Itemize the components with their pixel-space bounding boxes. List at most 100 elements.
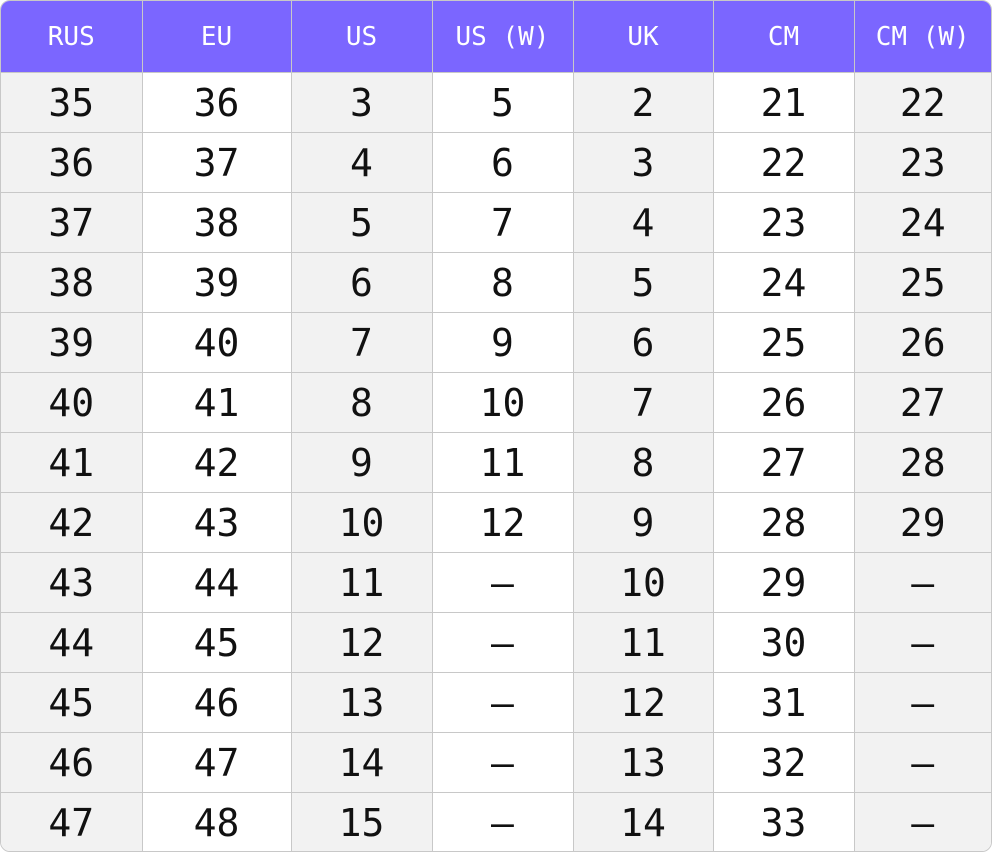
table-cell: 4 xyxy=(291,132,433,193)
table-cell: 26 xyxy=(854,312,991,373)
table-cell: 47 xyxy=(1,792,143,851)
table-cell: 24 xyxy=(854,192,991,253)
table-cell: 46 xyxy=(142,672,292,733)
table-cell: 39 xyxy=(142,252,292,313)
table-cell: 28 xyxy=(854,432,991,493)
table-cell: 32 xyxy=(713,732,855,793)
table-cell: 5 xyxy=(432,72,574,133)
table-cell: 14 xyxy=(573,792,714,851)
table-cell: – xyxy=(432,672,574,733)
table-cell: 10 xyxy=(573,552,714,613)
table-cell: – xyxy=(432,612,574,673)
column-header-cm-w: CM (W) xyxy=(854,1,991,73)
table-cell: 39 xyxy=(1,312,143,373)
table-cell: – xyxy=(854,612,991,673)
table-row: 38 39 6 8 5 24 25 xyxy=(1,252,991,313)
table-cell: 42 xyxy=(142,432,292,493)
table-row: 35 36 3 5 2 21 22 xyxy=(1,72,991,133)
table-cell: 9 xyxy=(291,432,433,493)
table-cell: 36 xyxy=(1,132,143,193)
table-cell: 27 xyxy=(713,432,855,493)
table-row: 42 43 10 12 9 28 29 xyxy=(1,492,991,553)
table-row: 40 41 8 10 7 26 27 xyxy=(1,372,991,433)
column-header-us-w: US (W) xyxy=(432,1,574,73)
table-cell: 5 xyxy=(291,192,433,253)
table-cell: 12 xyxy=(432,492,574,553)
table-cell: 41 xyxy=(142,372,292,433)
table-cell: 37 xyxy=(1,192,143,253)
table-cell: – xyxy=(854,792,991,851)
table-cell: 29 xyxy=(713,552,855,613)
table-cell: 10 xyxy=(432,372,574,433)
table-cell: 43 xyxy=(1,552,143,613)
table-cell: 38 xyxy=(142,192,292,253)
table-cell: 27 xyxy=(854,372,991,433)
table-cell: 3 xyxy=(573,132,714,193)
table-cell: 40 xyxy=(1,372,143,433)
table-cell: 4 xyxy=(573,192,714,253)
table-cell: 14 xyxy=(291,732,433,793)
table-cell: 6 xyxy=(432,132,574,193)
column-header-us: US xyxy=(291,1,433,73)
table-cell: 7 xyxy=(432,192,574,253)
table-cell: 40 xyxy=(142,312,292,373)
table-cell: 37 xyxy=(142,132,292,193)
table-cell: 25 xyxy=(854,252,991,313)
table-row: 37 38 5 7 4 23 24 xyxy=(1,192,991,253)
column-header-eu: EU xyxy=(142,1,292,73)
table-cell: 12 xyxy=(291,612,433,673)
table-cell: 8 xyxy=(291,372,433,433)
table-cell: 11 xyxy=(573,612,714,673)
table-row: 41 42 9 11 8 27 28 xyxy=(1,432,991,493)
table-cell: 47 xyxy=(142,732,292,793)
table-cell: 48 xyxy=(142,792,292,851)
table-cell: 35 xyxy=(1,72,143,133)
table-row: 46 47 14–13 32– xyxy=(1,732,991,793)
table-cell: 42 xyxy=(1,492,143,553)
table-cell: 30 xyxy=(713,612,855,673)
table-cell: 7 xyxy=(573,372,714,433)
table-cell: 21 xyxy=(713,72,855,133)
table-cell: 6 xyxy=(291,252,433,313)
table-cell: 13 xyxy=(573,732,714,793)
table-cell: 15 xyxy=(291,792,433,851)
table-cell: 22 xyxy=(854,72,991,133)
table-cell: – xyxy=(854,552,991,613)
table-row: 47 48 15–14 33– xyxy=(1,792,991,851)
table-cell: 33 xyxy=(713,792,855,851)
table-cell: 9 xyxy=(432,312,574,373)
table-cell: 36 xyxy=(142,72,292,133)
table-cell: 2 xyxy=(573,72,714,133)
table-cell: 46 xyxy=(1,732,143,793)
table-cell: – xyxy=(854,672,991,733)
table-row: 45 46 13–12 31– xyxy=(1,672,991,733)
table-cell: – xyxy=(432,552,574,613)
table-cell: 22 xyxy=(713,132,855,193)
table-cell: 29 xyxy=(854,492,991,553)
table-cell: 24 xyxy=(713,252,855,313)
table-cell: 23 xyxy=(854,132,991,193)
column-header-rus: RUS xyxy=(1,1,143,73)
table-cell: 28 xyxy=(713,492,855,553)
table-cell: – xyxy=(432,792,574,851)
table-cell: 26 xyxy=(713,372,855,433)
table-cell: 11 xyxy=(432,432,574,493)
table-cell: 43 xyxy=(142,492,292,553)
table-row: 39 40 7 9 6 25 26 xyxy=(1,312,991,373)
table-cell: 11 xyxy=(291,552,433,613)
table-cell: 41 xyxy=(1,432,143,493)
table-cell: 10 xyxy=(291,492,433,553)
table-cell: 45 xyxy=(142,612,292,673)
table-cell: 13 xyxy=(291,672,433,733)
table-cell: 9 xyxy=(573,492,714,553)
table-row: 43 44 11–10 29– xyxy=(1,552,991,613)
table-cell: 44 xyxy=(1,612,143,673)
table-cell: 31 xyxy=(713,672,855,733)
table-cell: 5 xyxy=(573,252,714,313)
table-cell: 8 xyxy=(573,432,714,493)
table-cell: 3 xyxy=(291,72,433,133)
table-cell: 12 xyxy=(573,672,714,733)
table-cell: 38 xyxy=(1,252,143,313)
